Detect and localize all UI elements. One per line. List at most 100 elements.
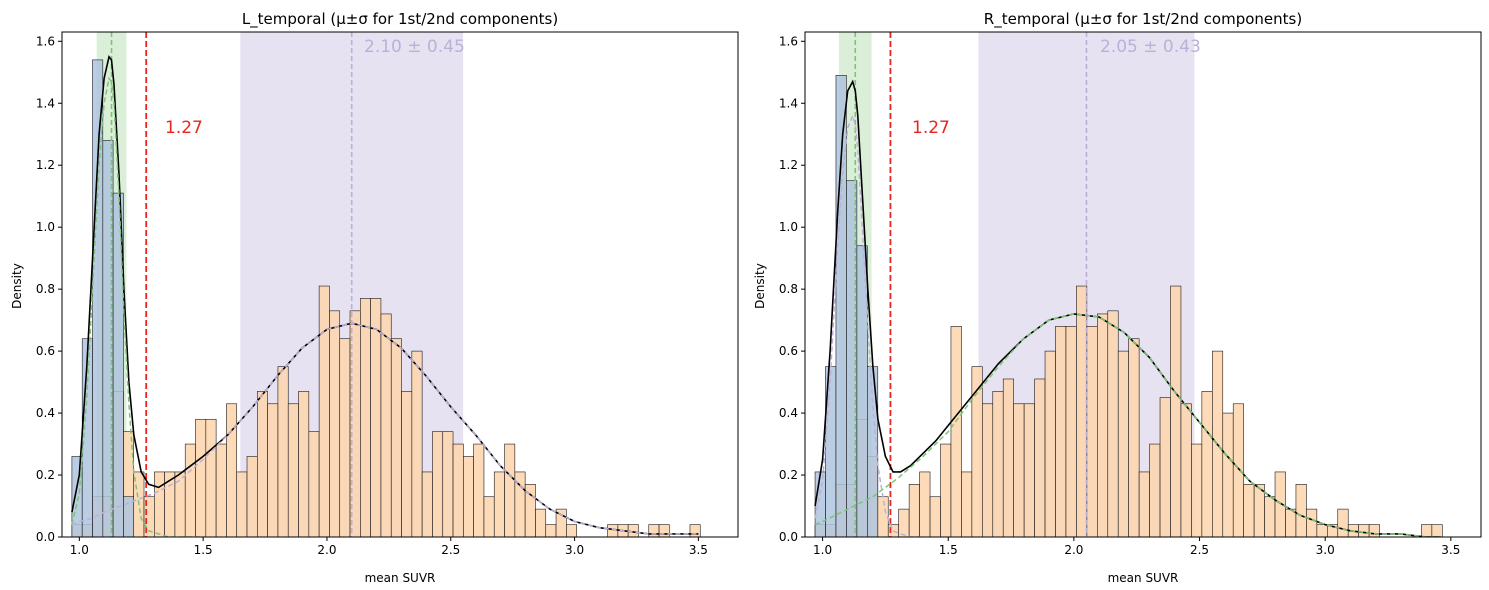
histogram-bar-group-b [1264,496,1276,537]
plot-area [814,32,1443,537]
histogram-bar-group-b [1431,524,1443,537]
histogram-bar-group-b [1232,403,1244,537]
y-axis-label: Density [753,263,767,309]
histogram-bar-group-b [308,431,320,537]
histogram-bar-group-b [607,524,619,537]
component-2-label: 2.05 ± 0.43 [1100,37,1201,57]
histogram-bar-group-b [287,403,299,537]
x-tick-label: 1.0 [813,543,832,557]
histogram-bar-group-b [1358,524,1370,537]
histogram-bar-group-b [566,524,577,537]
histogram-bar-group-a [835,75,847,537]
histogram-bar-group-b [493,471,505,537]
histogram-bar-group-b [236,471,248,537]
fit-component-2-curve [71,322,699,535]
histogram-bar-group-b [1222,412,1234,537]
y-tick-label: 0.4 [36,406,55,420]
x-tick-label: 2.0 [317,543,336,557]
y-tick-label: 0.0 [779,530,798,544]
histogram-bar-group-b [940,443,952,537]
histogram-bar-group-b [360,298,371,537]
histogram-bar-group-b [1295,484,1307,537]
histogram-bar-group-a [814,471,826,537]
x-tick-label: 3.0 [565,543,584,557]
histogram-bar-group-b [1023,403,1035,537]
histogram-bar-group-b [961,471,973,537]
y-tick-label: 1.0 [36,220,55,234]
x-tick-label: 2.0 [1064,543,1083,557]
histogram-bar-group-b [929,496,941,537]
histogram-bar-group-b [154,471,165,537]
histogram-bar-group-b [982,403,994,537]
plot-frame [804,31,1482,538]
y-tick-label: 0.2 [779,468,798,482]
histogram-bar-group-b [277,366,289,537]
histogram-bar-group-b [318,285,330,537]
x-tick-label: 2.5 [1190,543,1209,557]
y-tick-label: 1.6 [779,34,798,48]
histogram-bar-group-b [1159,397,1171,537]
fit-component-1-curve [71,76,204,537]
histogram-bar-group-b [1065,326,1077,537]
histogram-bar-group-b [1013,403,1025,537]
histogram-bar-group-b [483,496,495,537]
plot-frame [61,31,739,538]
y-tick-label: 1.2 [779,158,798,172]
y-tick-label: 0.6 [36,344,55,358]
histogram-bar-group-b [1086,326,1098,537]
histogram-bar-group-b [370,298,382,537]
plot-area [71,32,701,537]
histogram-bar-group-b [195,418,207,537]
histogram-bar-group-b [1002,378,1014,537]
histogram-bar-group-b [1044,350,1056,537]
histogram-bar-group-b [992,391,1004,537]
y-tick-label: 1.4 [779,96,798,110]
histogram-bar-group-b [1076,285,1088,537]
x-tick-label: 1.0 [70,543,89,557]
histogram-bar-group-b [215,443,227,537]
histogram-bar-group-b [1149,443,1161,537]
histogram-bar-group-b [1034,378,1046,537]
histogram-bar-group-b [205,418,217,537]
y-tick-label: 0.2 [36,468,55,482]
histogram-bar-group-b [1170,285,1182,537]
histogram-bar-group-b [339,338,351,537]
histogram-bar-group-b [421,471,433,537]
histogram-bar-group-b [545,524,557,537]
histogram-bar-group-b [390,338,402,537]
histogram-bar-group-b [267,403,279,537]
chart-title: R_temporal (μ±σ for 1st/2nd components) [984,10,1302,29]
histogram-bar-group-b [442,431,454,537]
fit-total-curve [71,55,699,535]
histogram-bar-group-b [1285,508,1297,537]
chart-r-temporal: 1.0 1.5 2.0 2.5 3.0 3.5 0.0 0.2 0.4 0.6 0.8 1.0 1.2 1… [753,10,1482,585]
y-tick-label: 1.4 [36,96,55,110]
x-tick-label: 3.5 [689,543,708,557]
chart-l-temporal: 1.0 1.5 2.0 2.5 3.0 3.5 0.0 0.2 0.4 0.6 0.8 1.0 1.2 1… [10,10,739,585]
threshold-label: 1.27 [165,118,203,138]
y-tick-label: 1.2 [36,158,55,172]
y-tick-label: 1.0 [779,220,798,234]
histogram-bar-group-b [1243,484,1255,537]
fit-component-2-curve [814,313,1441,537]
histogram-bar-group-b [555,508,567,537]
x-tick-label: 1.5 [194,543,213,557]
fit-component-1-curve [814,113,924,537]
histogram-bar-group-b [298,391,310,537]
histogram-bar-group-b [401,391,413,537]
histogram-bar-group-b [1368,524,1380,537]
x-axis-label: mean SUVR [1108,571,1179,585]
histogram-bar-group-b [1337,508,1349,537]
x-tick-label: 3.0 [1316,543,1335,557]
histogram-bar-group-b [919,471,931,537]
histogram-bar-group-b [1191,443,1203,537]
histogram-bar-group-b [898,508,910,537]
chart-title: L_temporal (μ±σ for 1st/2nd components) [242,10,558,29]
x-axis-label: mean SUVR [365,571,436,585]
histogram-bar-group-b [908,484,920,537]
y-tick-label: 0.8 [36,282,55,296]
histogram-bar-group-b [689,524,701,537]
histogram-bar-group-b [950,326,962,537]
histogram-bar-group-b [1421,524,1433,537]
